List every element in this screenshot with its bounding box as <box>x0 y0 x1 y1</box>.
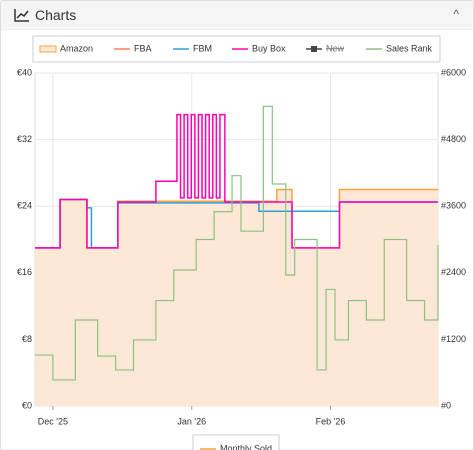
legend-label[interactable]: FBA <box>134 43 152 53</box>
chart: €0 €8 €16 €24 €32 €40 #0 #1200 #2400 #3600 #4800 #6… <box>0 29 474 450</box>
y-tick-label: €8 <box>22 334 32 344</box>
y2-tick-label: #6000 <box>441 67 466 77</box>
y2-tick-label: #1200 <box>441 334 466 344</box>
legend-box-2 <box>192 434 280 450</box>
y2-tick-label: #3600 <box>441 201 466 211</box>
collapse-caret[interactable]: ^ <box>453 7 459 21</box>
x-tick-label: Dec '25 <box>38 416 68 426</box>
legend-label[interactable]: Buy Box <box>252 43 286 53</box>
y-tick-label: €24 <box>17 201 32 211</box>
line <box>35 105 439 381</box>
legend-marker <box>311 46 317 52</box>
x-tick-label: Jan '26 <box>177 416 206 426</box>
y-tick-label: €32 <box>17 134 32 144</box>
line <box>35 113 438 249</box>
legend-label[interactable]: New <box>326 43 345 53</box>
legend-label[interactable]: Sales Rank <box>386 43 433 53</box>
panel-header[interactable]: Charts ^ <box>0 0 474 30</box>
y-tick-label: €0 <box>22 400 32 410</box>
chart-icon <box>14 9 29 22</box>
legend-label[interactable]: FBM <box>193 43 212 53</box>
y-tick-label: €40 <box>17 67 32 77</box>
y2-tick-label: #4800 <box>441 134 466 144</box>
legend-label[interactable]: Amazon <box>60 43 93 53</box>
legend-swatch <box>39 45 57 53</box>
y2-tick-label: #0 <box>441 400 451 410</box>
x-tick-label: Feb '26 <box>316 416 346 426</box>
area <box>35 189 438 406</box>
legend-label: Monthly Sold <box>220 443 272 450</box>
panel-title: Charts <box>35 7 77 23</box>
y2-tick-label: #2400 <box>441 267 466 277</box>
y-tick-label: €16 <box>17 267 32 277</box>
